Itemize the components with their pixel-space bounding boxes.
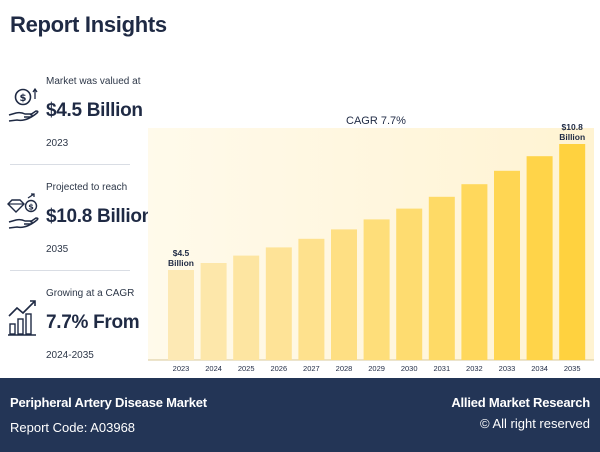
stat-cagr: Growing at a CAGR 7.7% From 2024-2035	[0, 272, 140, 376]
stat-market-value: $ Market was valued at $4.5 Billion 2023	[0, 60, 143, 164]
bar-2025	[233, 255, 260, 360]
footer-rights: © All right reserved	[479, 416, 590, 431]
stat-label: Market was valued at	[46, 76, 141, 87]
bar-2023	[168, 270, 194, 360]
data-label: Billion	[168, 258, 194, 268]
bar-growth-icon	[8, 300, 36, 336]
data-label: $4.5	[173, 248, 190, 258]
svg-text:$: $	[28, 203, 34, 212]
page-title: Report Insights	[10, 12, 167, 37]
stat-label: Projected to reach	[46, 182, 128, 193]
stat-value: $10.8 Billion	[46, 206, 153, 227]
bar-2031	[428, 196, 455, 360]
growth-hand-icon: $	[7, 193, 39, 229]
stat-label: Growing at a CAGR	[46, 288, 135, 299]
chart-title: CAGR 7.7%	[346, 115, 406, 127]
svg-text:$: $	[20, 93, 27, 104]
footer-report-code: Report Code: A03968	[10, 420, 136, 435]
x-tick-label: 2030	[401, 364, 418, 373]
stat-value: 7.7% From	[46, 312, 140, 333]
x-tick-label: 2024	[205, 364, 222, 373]
stat-year: 2035	[46, 244, 69, 255]
bar-2030	[396, 208, 423, 360]
x-tick-label: 2035	[564, 364, 581, 373]
bar-2032	[461, 184, 488, 360]
x-tick-label: 2023	[173, 364, 190, 373]
x-tick-label: 2025	[238, 364, 255, 373]
chart-svg: CAGR 7.7% 2023 2024 2025 2026 2027 2028 2029 20…	[148, 115, 594, 373]
x-tick-label: 2032	[466, 364, 483, 373]
bar-2028	[331, 229, 357, 360]
footer-brand: Allied Market Research	[451, 395, 590, 410]
x-tick-label: 2033	[499, 364, 516, 373]
x-tick-label: 2027	[303, 364, 320, 373]
x-tick-label: 2034	[531, 364, 548, 373]
stats-sidebar: $ Market was valued at $4.5 Billion 2023…	[0, 60, 153, 376]
bar-2035	[559, 144, 586, 360]
money-hand-icon: $	[8, 87, 39, 122]
x-tick-label: 2026	[270, 364, 287, 373]
stat-year: 2024-2035	[46, 350, 94, 361]
x-tick-label: 2031	[433, 364, 450, 373]
x-tick-label: 2029	[368, 364, 385, 373]
bars-layer	[168, 144, 586, 360]
bar-2024	[200, 263, 227, 360]
bar-2034	[526, 156, 553, 360]
footer: Peripheral Artery Disease Market Report …	[0, 378, 600, 452]
bar-2026	[265, 247, 292, 360]
x-tick-label: 2028	[336, 364, 353, 373]
bar-2027	[298, 238, 325, 360]
stat-value: $4.5 Billion	[46, 100, 143, 121]
stat-projected-value: $ Projected to reach $10.8 Billion 2035	[0, 166, 153, 270]
bar-2029	[363, 219, 390, 360]
footer-market-name: Peripheral Artery Disease Market	[10, 395, 207, 410]
data-label: $10.8	[562, 122, 584, 132]
x-tick-labels: 2023 2024 2025 2026 2027 2028 2029 2030 2031 2032…	[173, 364, 581, 373]
market-bar-chart: CAGR 7.7% 2023 2024 2025 2026 2027 2028 2029 20…	[148, 115, 594, 374]
divider	[10, 164, 130, 165]
bar-2033	[494, 170, 520, 360]
stat-year: 2023	[46, 138, 69, 149]
divider	[10, 270, 130, 271]
data-label: Billion	[559, 132, 585, 142]
